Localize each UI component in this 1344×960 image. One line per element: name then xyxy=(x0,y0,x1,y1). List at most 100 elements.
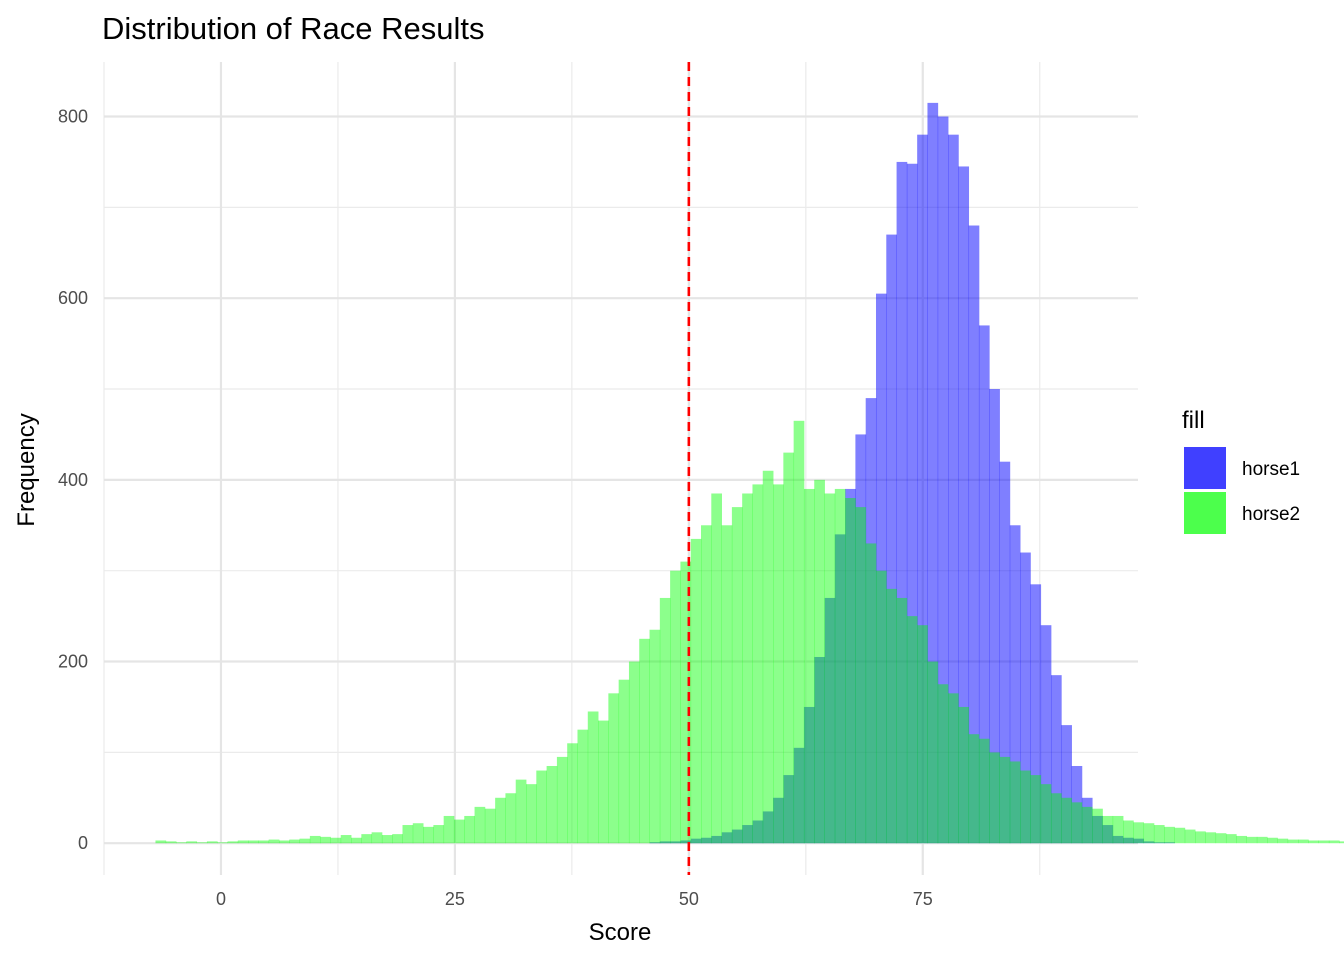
bar-horse2 xyxy=(1298,839,1309,844)
x-tick-label: 0 xyxy=(216,889,226,909)
bar-horse2 xyxy=(752,484,764,844)
bar-horse1 xyxy=(1020,552,1031,844)
bar-horse2 xyxy=(1318,840,1330,844)
bar-horse1 xyxy=(968,225,980,844)
bar-horse2 xyxy=(567,743,578,844)
bar-horse2 xyxy=(1143,823,1155,844)
x-tick-label: 75 xyxy=(913,889,933,909)
bar-horse2 xyxy=(1030,775,1042,844)
bar-horse2 xyxy=(289,839,300,844)
bar-horse2 xyxy=(464,815,475,844)
bar-horse1 xyxy=(1009,525,1021,844)
bar-horse1 xyxy=(1133,838,1145,844)
bar-horse2 xyxy=(546,765,558,844)
bar-horse2 xyxy=(824,493,836,844)
bar-horse2 xyxy=(186,841,198,844)
bar-horse2 xyxy=(762,470,774,844)
bar-horse1 xyxy=(896,161,908,844)
bar-horse2 xyxy=(670,570,681,844)
bar-horse2 xyxy=(278,840,290,844)
y-tick-label: 200 xyxy=(58,652,88,672)
bar-horse2 xyxy=(484,808,496,844)
bar-horse2 xyxy=(639,638,650,844)
bar-horse2 xyxy=(340,835,352,844)
bar-horse1 xyxy=(701,837,712,844)
bar-horse1 xyxy=(1071,765,1083,844)
bar-horse1 xyxy=(742,825,753,844)
chart-title: Distribution of Race Results xyxy=(102,11,485,46)
bar-horse2 xyxy=(526,784,537,844)
bar-horse1 xyxy=(917,134,928,844)
bar-horse2 xyxy=(690,538,702,844)
bar-horse2 xyxy=(865,543,877,844)
bar-horse1 xyxy=(1102,825,1114,844)
bar-horse2 xyxy=(505,793,517,844)
bar-horse1 xyxy=(793,747,805,844)
bar-horse2 xyxy=(721,525,733,844)
bar-horse2 xyxy=(906,616,918,844)
bar-horse1 xyxy=(659,841,671,844)
y-tick-label: 800 xyxy=(58,107,88,127)
bar-horse2 xyxy=(320,836,331,844)
legend-label-horse2: horse2 xyxy=(1242,504,1300,525)
bar-horse2 xyxy=(515,779,527,844)
bar-horse1 xyxy=(824,597,836,844)
bar-horse2 xyxy=(783,452,795,844)
legend-swatch-horse2 xyxy=(1184,492,1226,534)
bar-horse1 xyxy=(814,656,825,844)
bar-horse2 xyxy=(299,838,311,844)
bar-horse2 xyxy=(412,823,424,844)
histogram-bars xyxy=(155,102,1344,844)
bar-horse2 xyxy=(628,661,640,844)
x-tick-label: 50 xyxy=(679,889,699,909)
bar-horse2 xyxy=(999,756,1011,844)
bar-horse1 xyxy=(834,534,846,844)
bar-horse2 xyxy=(711,493,722,844)
bar-horse2 xyxy=(196,842,208,844)
bar-horse2 xyxy=(536,770,548,844)
bar-horse2 xyxy=(886,588,897,844)
bar-horse1 xyxy=(1112,835,1124,844)
bar-horse2 xyxy=(958,706,970,844)
bar-horse1 xyxy=(1092,815,1103,844)
bar-horse1 xyxy=(690,838,702,844)
legend-swatch-horse1 xyxy=(1184,447,1226,489)
bar-horse1 xyxy=(1143,841,1155,844)
bar-horse1 xyxy=(721,832,733,844)
bar-horse2 xyxy=(1123,820,1134,844)
bar-horse1 xyxy=(1123,837,1134,844)
bar-horse2 xyxy=(227,841,239,844)
bar-horse2 xyxy=(1040,784,1052,844)
bar-horse1 xyxy=(1030,584,1042,844)
legend-title: fill xyxy=(1182,407,1205,434)
bar-horse2 xyxy=(361,834,373,844)
bar-horse1 xyxy=(731,829,743,844)
bar-horse2 xyxy=(814,479,825,844)
bar-horse2 xyxy=(1236,835,1247,844)
bar-horse1 xyxy=(762,811,774,844)
bar-horse2 xyxy=(423,826,434,844)
bar-horse2 xyxy=(217,842,228,844)
bar-horse2 xyxy=(1050,793,1062,844)
bar-horse1 xyxy=(875,293,887,844)
bar-horse1 xyxy=(865,398,877,844)
bar-horse2 xyxy=(556,756,568,844)
bar-horse2 xyxy=(731,507,743,844)
bar-horse2 xyxy=(402,825,414,844)
bar-horse2 xyxy=(309,835,321,844)
bar-horse2 xyxy=(1009,761,1021,844)
x-tick-label: 25 xyxy=(445,889,465,909)
bar-horse1 xyxy=(649,842,661,844)
bar-horse2 xyxy=(248,840,259,844)
bar-horse1 xyxy=(989,389,1000,844)
bar-horse2 xyxy=(598,720,609,844)
bar-horse2 xyxy=(948,693,959,844)
legend-label-horse1: horse1 xyxy=(1242,459,1300,480)
bar-horse2 xyxy=(1308,840,1319,844)
bar-horse2 xyxy=(155,840,167,844)
bar-horse2 xyxy=(237,840,249,844)
bar-horse2 xyxy=(927,661,939,844)
bar-horse1 xyxy=(999,461,1011,844)
bar-horse2 xyxy=(1133,822,1145,844)
